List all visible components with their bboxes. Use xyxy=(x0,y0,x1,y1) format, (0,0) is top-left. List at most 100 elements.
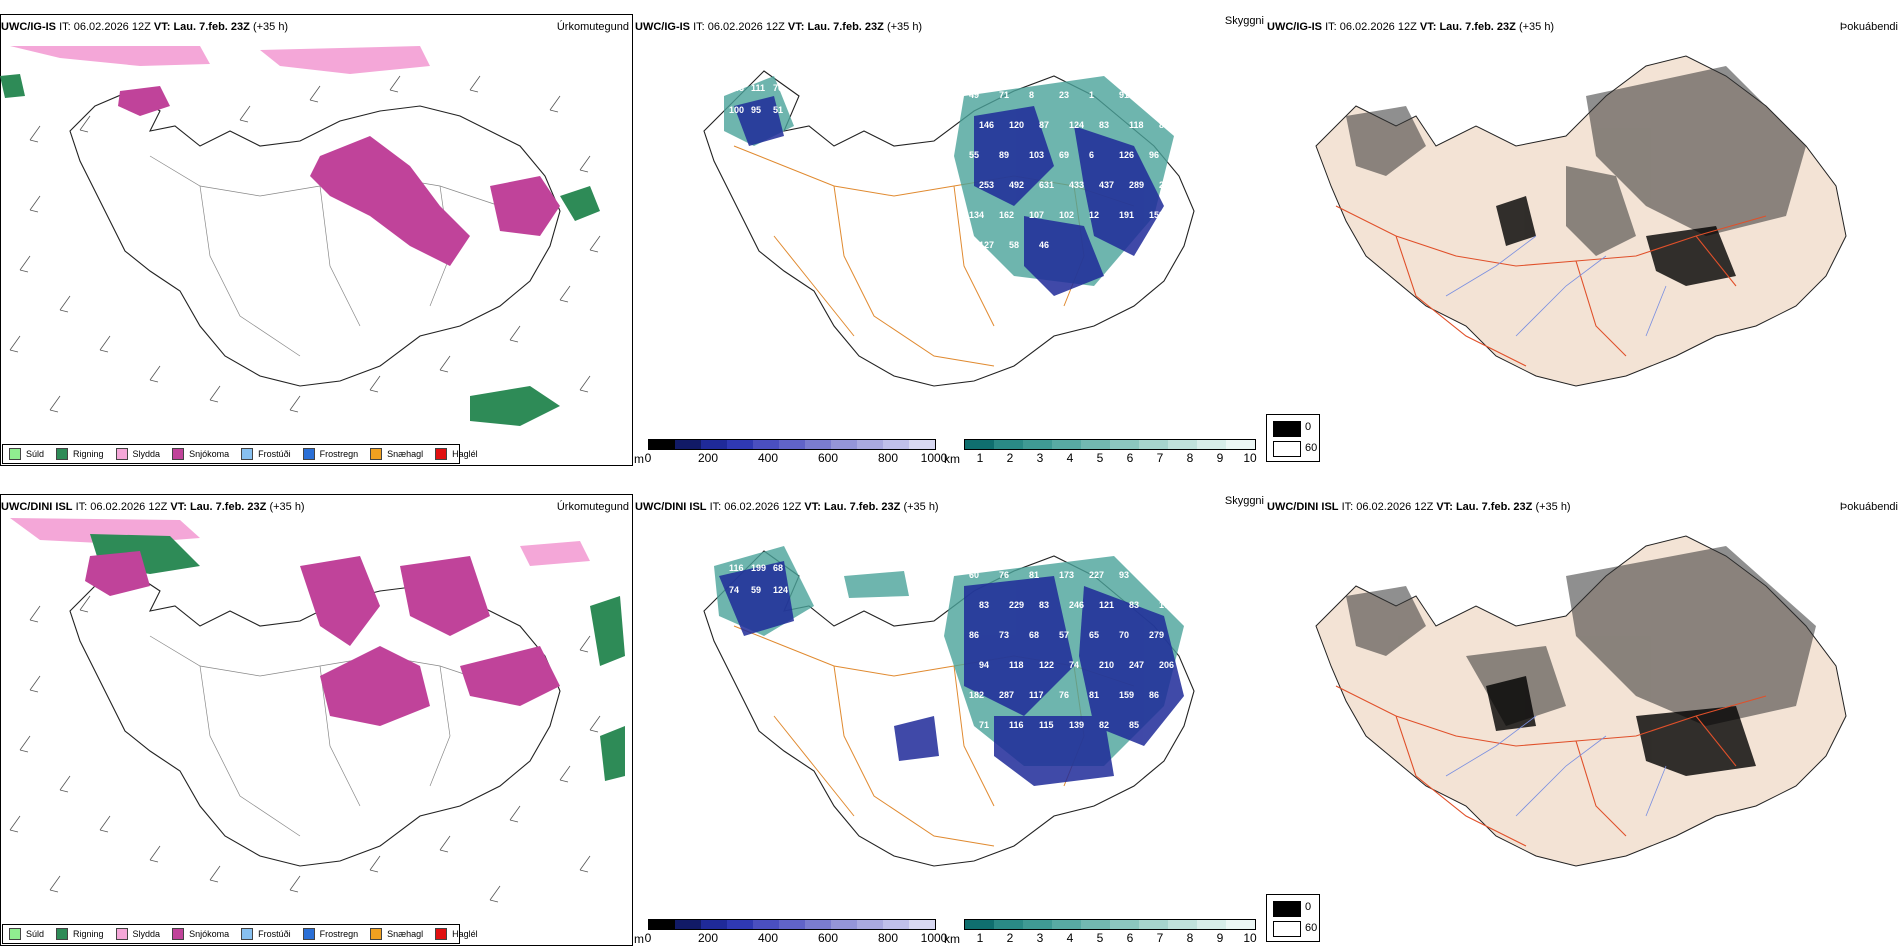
precip-map[interactable] xyxy=(0,36,630,443)
cloud-base-panel: UWC/DINI ISL IT: 06.02.2026 12Z VT: Lau.… xyxy=(1266,494,1900,946)
snow-depth-label: 23 xyxy=(1059,90,1069,100)
visibility-colorbar: km 1 2 3 4 5 6 7 8 9 10 xyxy=(944,919,1264,946)
colorbar-tick: 4 xyxy=(1066,451,1074,465)
snow-depth-label: 6 xyxy=(1089,150,1094,160)
colorbar-cell xyxy=(857,440,883,449)
forecast-row-2: UWC/DINI ISL IT: 06.02.2026 12Z VT: Lau.… xyxy=(0,480,1900,950)
legend-swatch xyxy=(370,448,383,460)
legend-swatch xyxy=(435,448,448,460)
snow-depth-label: 73 xyxy=(999,630,1009,640)
colorbar-cell xyxy=(1023,920,1052,929)
snow-depth-label: 86 xyxy=(1149,690,1159,700)
legend-item-frostregn: Frostregn xyxy=(302,448,359,460)
snow-depth-label: 81 xyxy=(1029,570,1039,580)
snow-depth-label: 109 xyxy=(1149,570,1164,580)
colorbar-tick: 200 xyxy=(697,931,719,945)
snow-depth-label: 122 xyxy=(1039,660,1054,670)
lead-time: (+35 h) xyxy=(886,21,923,33)
colorbar-cell xyxy=(1110,440,1139,449)
precip-panel-frame xyxy=(0,14,633,466)
colorbar-cell xyxy=(701,440,727,449)
model-name: UWC/DINI ISL xyxy=(1,501,73,513)
snow-depth-label: 1 xyxy=(1089,90,1094,100)
colorbar-cell xyxy=(779,920,805,929)
legend-label: Frostregn xyxy=(319,449,359,459)
colorbar-tick: 3 xyxy=(1036,451,1044,465)
fog-title: Þokuábendi xyxy=(1839,501,1898,513)
legend-swatch xyxy=(302,928,315,940)
snow-map[interactable]: 116 199 68 74 59 124 60 76 81 173 227 93 109 83 229 83 2… xyxy=(634,516,1264,921)
snow-depth-label: 96 xyxy=(1149,150,1159,160)
colorbar-strip xyxy=(964,919,1256,930)
snow-depth-label: 124 xyxy=(773,585,788,595)
colorbar-cell xyxy=(1110,920,1139,929)
snow-depth-label: 76 xyxy=(999,570,1009,580)
legend-item-frostregn: Frostregn xyxy=(302,928,358,940)
snow-depth-label: 116 xyxy=(1009,720,1024,730)
snow-depth-label: 81 xyxy=(1089,690,1099,700)
snow-depth-label: 8 xyxy=(1029,90,1034,100)
colorbar-tick: 6 xyxy=(1126,451,1134,465)
fog-legend: 0 60 xyxy=(1266,414,1320,462)
snow-depth-label: 100 xyxy=(729,105,744,115)
snow-visibility-panel: UWC/DINI ISL IT: 06.02.2026 12Z VT: Lau.… xyxy=(634,494,1264,946)
panel-header: UWC/IG-IS IT: 06.02.2026 12Z VT: Lau. 7.… xyxy=(1,21,288,33)
legend-swatch xyxy=(172,928,185,940)
colorbar-cell xyxy=(965,920,994,929)
it-value: 06.02.2026 12Z xyxy=(73,21,151,33)
fog-legend: 0 60 xyxy=(1266,894,1320,942)
snow-depth-label: 287 xyxy=(999,690,1014,700)
colorbar-cell xyxy=(727,440,753,449)
colorbar-tick: 7 xyxy=(1156,931,1164,945)
fog-legend-light-label: 60 xyxy=(1305,442,1318,454)
lead-time: (+35 h) xyxy=(269,501,305,513)
model-name: UWC/IG-IS xyxy=(1,21,56,33)
legend-item-frostudi: Frostúði xyxy=(241,448,291,460)
colorbar-tick: 1 xyxy=(976,451,984,465)
legend-swatch xyxy=(9,448,21,460)
coastline xyxy=(703,70,1195,387)
snow-depth-label: 191 xyxy=(1119,210,1134,220)
snow-depth-label: 68 xyxy=(773,563,783,573)
lead-time: (+35 h) xyxy=(1518,21,1555,33)
colorbar-cell xyxy=(1197,440,1226,449)
colorbar-tick: 400 xyxy=(757,451,779,465)
snow-depth-colorbar: m 0 200 400 600 800 1000 xyxy=(634,919,947,946)
snow-depth-label: 289 xyxy=(1129,180,1144,190)
legend-swatch xyxy=(435,928,448,940)
snow-depth-label: 115 xyxy=(1039,720,1054,730)
snow-depth-label: 159 xyxy=(1149,210,1164,220)
legend-swatch xyxy=(56,928,69,940)
snow-depth-label: 51 xyxy=(773,105,783,115)
cloud-map[interactable] xyxy=(1266,36,1896,441)
colorbar-unit: m xyxy=(634,452,644,466)
colorbar-tick: 1000 xyxy=(920,451,948,465)
precip-map[interactable] xyxy=(0,516,630,923)
precip-fields xyxy=(0,46,600,426)
colorbar-tick: 4 xyxy=(1066,931,1074,945)
colorbar-cell xyxy=(909,440,935,449)
snow-map[interactable]: 143 111 76 100 95 51 49 71 8 23 1 91 85 146 120 87 124 83… xyxy=(634,36,1264,441)
colorbar-tick: 7 xyxy=(1156,451,1164,465)
cloud-base-panel: UWC/IG-IS IT: 06.02.2026 12Z VT: Lau. 7.… xyxy=(1266,14,1900,466)
snow-depth-label: 107 xyxy=(1029,210,1044,220)
legend-item-haglel: Haglél xyxy=(435,928,478,940)
snow-depth-label: 102 xyxy=(1059,210,1074,220)
model-name: UWC/DINI ISL xyxy=(1267,501,1339,513)
snow-depth-label: 103 xyxy=(1029,150,1044,160)
rivers xyxy=(1445,235,1667,337)
colorbar-tick: 0 xyxy=(644,931,652,945)
fog-legend-light-swatch xyxy=(1273,921,1301,937)
colorbar-cell xyxy=(883,440,909,449)
colorbar-cell xyxy=(1168,920,1197,929)
snow-depth-label: 247 xyxy=(1129,660,1144,670)
coastline xyxy=(69,570,561,867)
vt-value: Lau. 7.feb. 23Z xyxy=(173,21,250,33)
cloud-map-svg xyxy=(1315,535,1847,867)
panel-header: UWC/IG-IS IT: 06.02.2026 12Z VT: Lau. 7.… xyxy=(1267,21,1554,33)
legend-item-snjokoma: Snjókoma xyxy=(172,928,229,940)
cloud-map[interactable] xyxy=(1266,516,1896,921)
snow-depth-label: 121 xyxy=(1099,600,1114,610)
snow-depth-label: 60 xyxy=(969,570,979,580)
